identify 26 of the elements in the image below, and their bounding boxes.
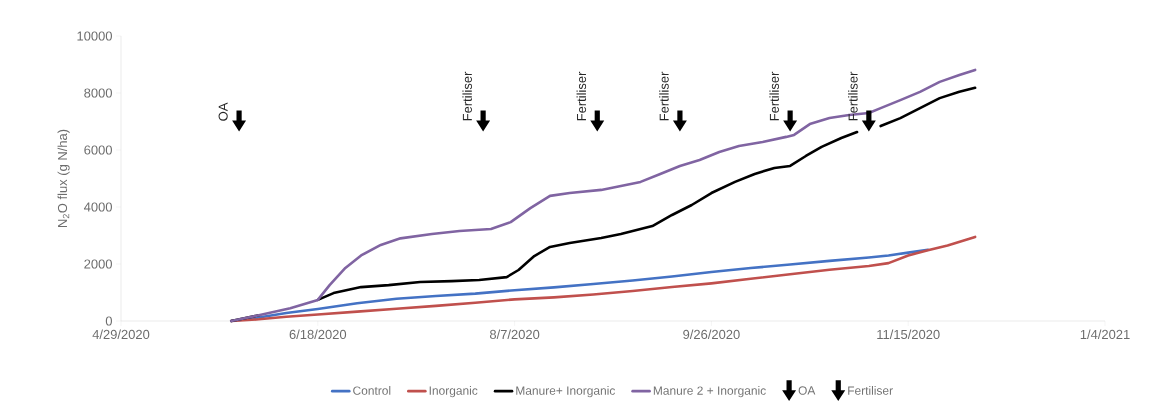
- legend-label: Inorganic: [429, 386, 478, 398]
- x-tick-label: 1/4/2021: [1080, 329, 1130, 340]
- x-tick-label: 6/18/2020: [289, 329, 347, 340]
- annotation: Fertiliser: [659, 71, 669, 121]
- legend-label: Manure+ Inorganic: [516, 386, 615, 398]
- y-axis-title: N$_{2}$O flux (g N/ha): [57, 129, 70, 227]
- legend-label: Fertiliser: [848, 386, 893, 395]
- x-tick-label: 9/26/2020: [683, 329, 740, 340]
- legend-label: Manure 2 + Inorganic: [653, 386, 766, 398]
- legend-label: OA: [798, 386, 816, 395]
- y-tick-label: 6000: [84, 145, 112, 155]
- x-tick-label: 4/29/2020: [92, 329, 150, 340]
- annotation: Fertiliser: [848, 71, 858, 121]
- x-tick-label: 11/15/2020: [877, 329, 940, 340]
- legend-label: Control: [353, 386, 391, 395]
- annotation: Fertiliser: [769, 71, 779, 121]
- y-tick-label: 10000: [77, 31, 112, 41]
- annotation: Fertiliser: [462, 71, 472, 121]
- line-series: [229, 68, 977, 323]
- y-tick-label: 4000: [83, 202, 112, 212]
- y-tick-label: 8000: [84, 88, 112, 98]
- annotation: Fertiliser: [576, 71, 587, 121]
- annotation: OA: [218, 102, 228, 121]
- x-tick-label: 8/7/2020: [489, 329, 540, 340]
- y-tick-label: 0: [105, 316, 112, 326]
- y-tick-label: 2000: [84, 259, 112, 269]
